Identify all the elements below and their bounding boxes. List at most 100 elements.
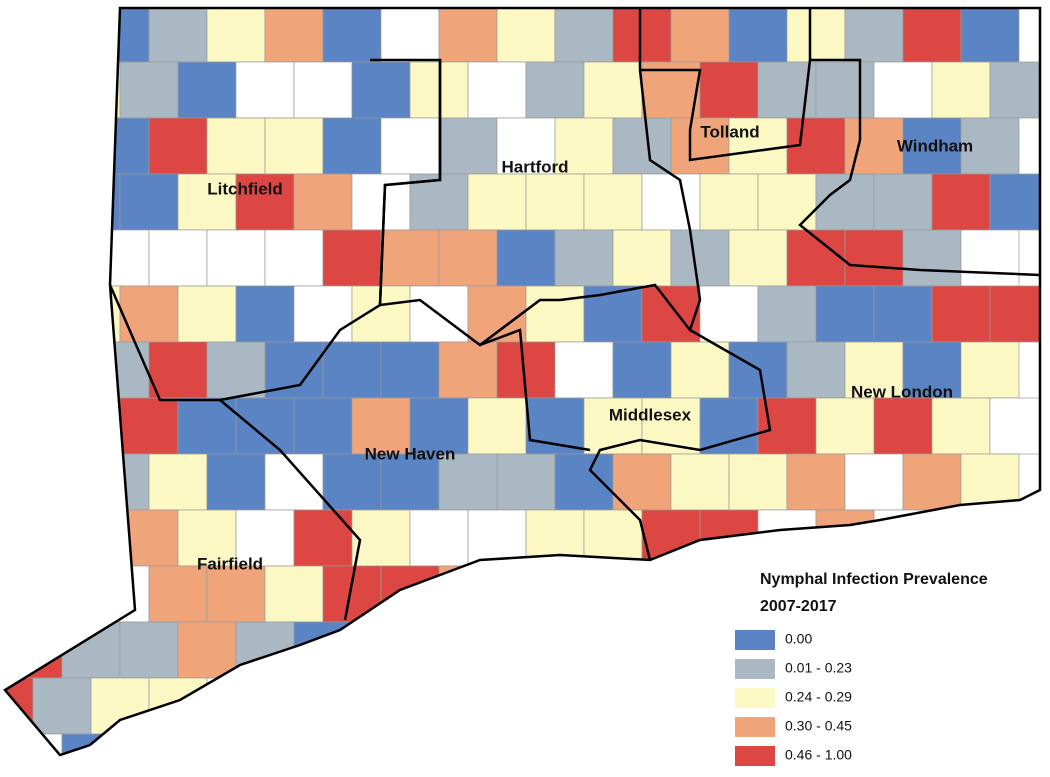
town: [61, 509, 121, 567]
town: [960, 677, 1020, 735]
town: [235, 61, 295, 119]
town: [293, 61, 353, 119]
town: [467, 733, 527, 755]
town: [5, 61, 63, 119]
town: [322, 8, 382, 63]
town: [873, 397, 933, 455]
town: [583, 397, 643, 455]
town: [554, 565, 614, 623]
town: [496, 229, 556, 287]
town: [322, 117, 382, 175]
county-label: Hartford: [501, 157, 568, 176]
town: [351, 733, 411, 755]
town: [844, 453, 904, 511]
town: [177, 285, 237, 343]
town: [873, 733, 933, 755]
town: [148, 8, 208, 63]
town: [496, 677, 556, 735]
town: [583, 285, 643, 343]
town: [32, 341, 92, 399]
town: [670, 8, 730, 63]
town: [902, 8, 962, 63]
town: [525, 397, 585, 455]
town: [786, 341, 846, 399]
town: [322, 677, 382, 735]
town: [438, 565, 498, 623]
town: [583, 621, 643, 679]
town: [815, 61, 875, 119]
county-label: New Haven: [365, 444, 456, 463]
legend-label: 0.46 - 1.00: [785, 747, 852, 763]
town: [438, 229, 498, 287]
town: [235, 397, 295, 455]
town: [380, 677, 440, 735]
town: [641, 733, 701, 755]
town: [32, 229, 92, 287]
town: [612, 453, 672, 511]
town: [612, 565, 672, 623]
town: [525, 733, 585, 755]
town: [32, 677, 92, 735]
town: [757, 509, 817, 567]
town: [351, 397, 411, 455]
town: [641, 621, 701, 679]
town: [931, 733, 991, 755]
town: [670, 117, 730, 175]
legend-swatch: [735, 717, 775, 737]
legend-swatch: [735, 659, 775, 679]
county-label: Windham: [897, 136, 973, 155]
town: [177, 621, 237, 679]
town: [902, 677, 962, 735]
town: [264, 8, 324, 63]
town: [467, 621, 527, 679]
town: [293, 621, 353, 679]
town: [583, 509, 643, 567]
town: [438, 341, 498, 399]
town: [960, 229, 1020, 287]
county-label: Tolland: [700, 122, 759, 141]
town: [960, 117, 1020, 175]
legend-swatch: [735, 630, 775, 650]
town: [496, 8, 556, 63]
town: [322, 565, 382, 623]
town: [728, 453, 788, 511]
town: [235, 285, 295, 343]
town: [583, 61, 643, 119]
legend-swatch: [735, 688, 775, 708]
town: [844, 677, 904, 735]
town: [467, 397, 527, 455]
town: [148, 565, 208, 623]
legend: Nymphal Infection Prevalence 2007-2017 0…: [735, 571, 988, 766]
town: [525, 173, 585, 231]
town: [525, 285, 585, 343]
legend-swatch: [735, 746, 775, 766]
town: [293, 285, 353, 343]
town: [728, 8, 788, 63]
town: [554, 453, 614, 511]
town: [438, 8, 498, 63]
town: [351, 61, 411, 119]
town: [670, 229, 730, 287]
town: [641, 173, 701, 231]
town: [5, 733, 63, 755]
town: [293, 733, 353, 755]
town: [960, 341, 1020, 399]
town: [61, 397, 121, 455]
town: [293, 509, 353, 567]
town: [177, 397, 237, 455]
town: [177, 61, 237, 119]
town: [641, 285, 701, 343]
town: [989, 173, 1040, 231]
town: [409, 733, 469, 755]
town: [206, 229, 266, 287]
town: [583, 733, 643, 755]
town: [351, 509, 411, 567]
town: [5, 229, 34, 287]
town: [206, 677, 266, 735]
town: [844, 8, 904, 63]
town: [322, 453, 382, 511]
town: [119, 61, 179, 119]
town: [90, 341, 150, 399]
town: [119, 173, 179, 231]
